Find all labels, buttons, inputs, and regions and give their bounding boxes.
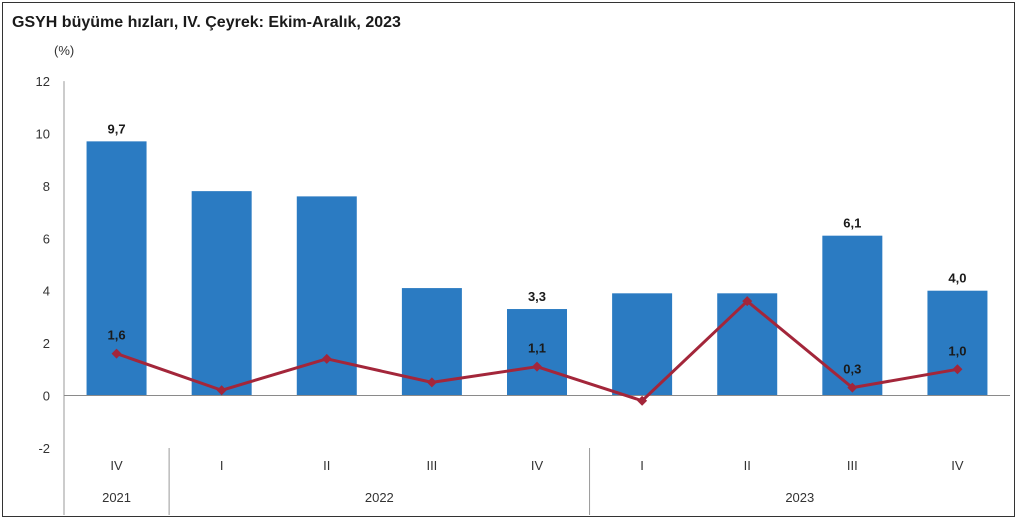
line-point (637, 395, 648, 406)
line-value-label: 1,6 (108, 328, 126, 343)
bar-value-label: 6,1 (843, 216, 861, 231)
unit-label: (%) (54, 43, 74, 58)
y-tick-label: 0 (43, 389, 50, 404)
category-label: IV (531, 458, 544, 473)
bar (717, 293, 778, 396)
line-point (742, 296, 753, 307)
category-label: II (323, 458, 330, 473)
line-point (952, 364, 963, 375)
category-label: IV (951, 458, 964, 473)
bar (507, 309, 567, 396)
y-tick-label: -2 (38, 441, 50, 456)
bar (191, 191, 252, 396)
bar (927, 290, 988, 396)
line-value-label: 1,0 (948, 343, 966, 358)
category-label: III (426, 458, 437, 473)
y-tick-label: 4 (43, 284, 50, 299)
y-tick-label: 2 (43, 336, 50, 351)
chart-title: GSYH büyüme hızları, IV. Çeyrek: Ekim-Ar… (12, 14, 401, 31)
line-point (216, 385, 227, 396)
line-point (847, 382, 858, 393)
y-tick-label: 8 (43, 179, 50, 194)
category-label: I (220, 458, 224, 473)
line-point (111, 348, 122, 359)
bar-value-label: 3,3 (528, 289, 546, 304)
year-label: 2022 (365, 490, 394, 505)
category-label: IV (110, 458, 123, 473)
line-point (321, 353, 332, 364)
line-point (426, 377, 437, 388)
category-label: II (744, 458, 751, 473)
line-value-label: 0,3 (843, 362, 861, 377)
line-value-label: 1,1 (528, 341, 546, 356)
bar (612, 293, 673, 396)
y-tick-label: 10 (36, 127, 50, 142)
bar-value-label: 4,0 (948, 271, 966, 286)
year-label: 2021 (102, 490, 131, 505)
bar (822, 235, 883, 396)
bar-value-label: 9,7 (108, 121, 126, 136)
line-point (532, 361, 542, 372)
y-tick-label: 12 (36, 74, 50, 89)
category-label: I (640, 458, 644, 473)
category-label: III (847, 458, 858, 473)
y-tick-label: 6 (43, 231, 50, 246)
year-label: 2023 (785, 490, 814, 505)
